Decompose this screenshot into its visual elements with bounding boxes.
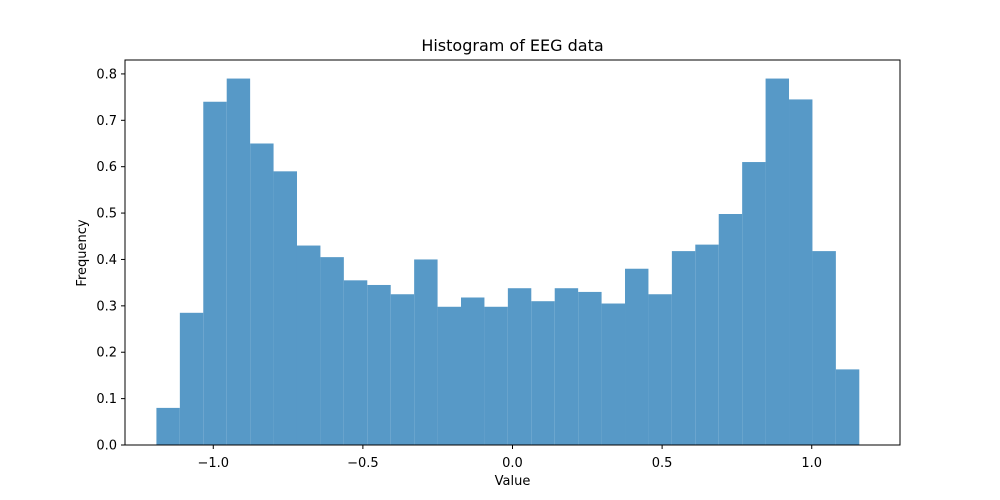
histogram-bar — [531, 301, 555, 445]
histogram-bar — [601, 303, 626, 445]
histogram-bar — [461, 297, 485, 445]
y-tick-label: 0.4 — [96, 253, 117, 268]
y-tick-label: 0.1 — [96, 392, 117, 407]
histogram-bar — [437, 306, 462, 445]
chart-title: Histogram of EEG data — [421, 36, 603, 55]
histogram-bar — [203, 101, 227, 446]
histogram-bar — [671, 251, 696, 445]
histogram-bar — [812, 251, 836, 445]
histogram-bar — [320, 257, 344, 445]
x-tick-label: 0.5 — [652, 456, 673, 471]
histogram-bar — [765, 78, 790, 446]
histogram-bar — [250, 143, 274, 446]
y-tick-label: 0.0 — [96, 439, 117, 454]
x-tick-label: 0.0 — [502, 456, 523, 471]
x-axis-label: Value — [495, 474, 531, 489]
y-tick-label: 0.3 — [96, 299, 117, 314]
histogram-bar — [648, 294, 672, 445]
x-tick-label: −1.0 — [197, 456, 229, 471]
histogram-bar — [156, 407, 180, 445]
x-tick-label: −0.5 — [347, 456, 379, 471]
histogram-bar — [625, 268, 649, 445]
y-axis-ticks: 0.0 0.1 0.2 0.3 0.4 0.5 0.6 0.7 0.8 — [96, 67, 125, 454]
histogram-bar — [789, 99, 813, 446]
y-tick-label: 0.5 — [96, 207, 117, 222]
histogram-bar — [343, 280, 368, 445]
bars-group — [156, 78, 860, 446]
histogram-bar — [554, 288, 579, 445]
histogram-bar — [578, 291, 602, 445]
histogram-bar — [484, 306, 508, 445]
y-tick-label: 0.8 — [96, 67, 117, 82]
x-axis-ticks: −1.0 −0.5 0.0 0.5 1.0 — [197, 445, 822, 471]
histogram-bar — [414, 259, 438, 445]
y-axis-label: Frequency — [75, 219, 90, 286]
histogram-bar — [835, 369, 860, 445]
histogram-bar — [390, 294, 415, 445]
histogram-bar — [296, 245, 321, 445]
x-tick-label: 1.0 — [801, 456, 822, 471]
histogram-bar — [695, 244, 719, 445]
y-tick-label: 0.6 — [96, 160, 117, 175]
histogram-bar — [226, 78, 251, 446]
histogram-bar — [742, 162, 766, 445]
histogram-bar — [367, 284, 391, 445]
histogram-bar — [179, 312, 204, 445]
histogram-bar — [507, 288, 532, 445]
y-tick-label: 0.2 — [96, 346, 117, 361]
histogram-bar — [718, 214, 743, 445]
y-tick-label: 0.7 — [96, 114, 117, 129]
histogram-bar — [273, 171, 297, 445]
